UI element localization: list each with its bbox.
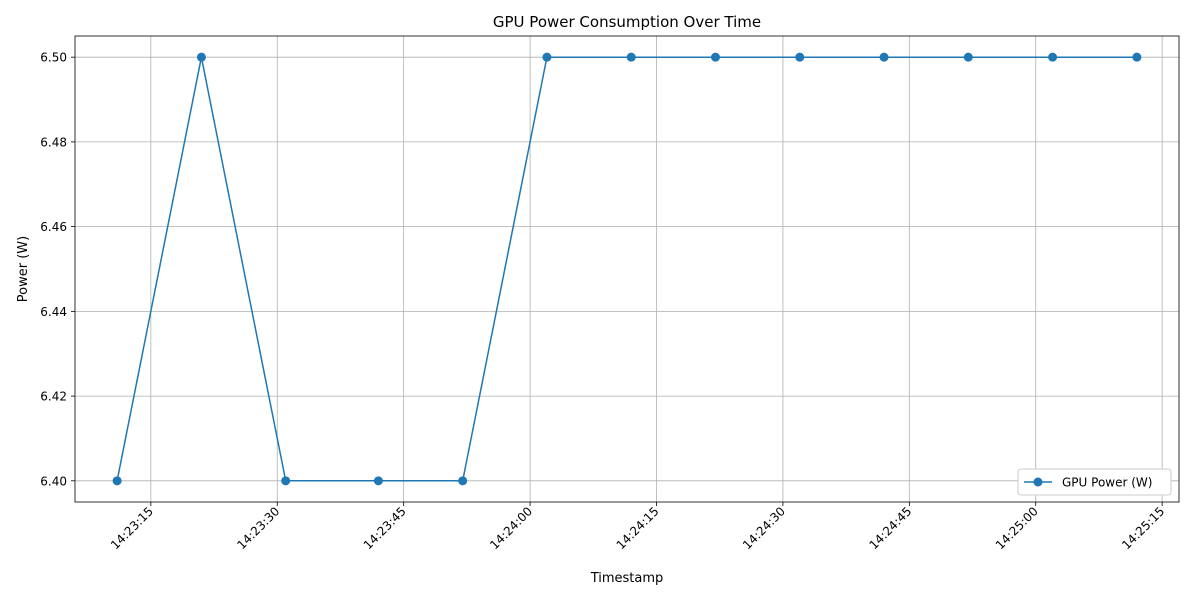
y-tick-label: 6.50 [40,51,67,65]
x-tick-label: 14:24:45 [866,504,914,552]
legend-box [1017,468,1172,496]
x-tick-label: 14:23:45 [361,504,409,552]
x-tick-label: 14:25:15 [1119,504,1167,552]
data-point [1132,52,1142,62]
data-point [458,476,468,486]
plot-frame [74,35,1180,503]
x-tick-label: 14:23:15 [108,504,156,552]
y-tick-label: 6.46 [40,220,67,234]
data-point [879,52,889,62]
legend-marker [1033,477,1043,487]
y-tick-label: 6.48 [40,135,67,149]
data-point [710,52,720,62]
legend-label: GPU Power (W) [1062,476,1152,490]
x-axis-label: Timestamp [590,571,664,586]
data-point [963,52,973,62]
data-point [542,52,552,62]
y-tick-label: 6.44 [40,305,67,319]
data-point [1048,52,1058,62]
legend: GPU Power (W) [1017,468,1172,496]
y-tick-label: 6.42 [40,390,67,404]
grid [75,36,1179,502]
data-point [196,52,206,62]
x-axis: 14:23:15 14:23:30 14:23:45 14:24:00 14:24:15… [108,502,1167,552]
data-point [373,476,383,486]
data-point [112,476,122,486]
data-point [281,476,291,486]
series-line [116,56,1137,482]
chart-title: GPU Power Consumption Over Time [493,13,761,31]
x-tick-label: 14:24:00 [487,504,535,552]
x-tick-label: 14:25:00 [993,504,1041,552]
x-tick-label: 14:24:15 [614,504,662,552]
y-axis-label: Power (W) [16,236,31,302]
data-point [626,52,636,62]
series-gpu-power [112,52,1142,486]
x-tick-label: 14:24:30 [740,504,788,552]
x-tick-label: 14:23:30 [234,504,282,552]
data-point [795,52,805,62]
y-tick-label: 6.40 [40,474,67,488]
y-axis: 6.40 6.42 6.44 6.46 6.48 6.50 [40,51,75,488]
